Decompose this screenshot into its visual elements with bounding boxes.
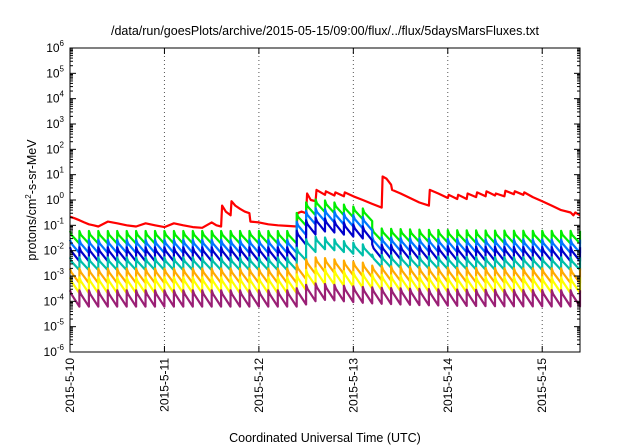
y-axis: 10-6 10-5 10-4 10-3 10-2 10-1 100 101 102 103 104 1… <box>44 39 580 359</box>
y-tick-label-4: 10-2 <box>44 242 65 258</box>
series-group <box>68 175 582 308</box>
x-tick-label-5: 2015-5-15 <box>535 358 549 413</box>
series-line-0 <box>69 175 581 229</box>
y-tick-label-9: 103 <box>46 115 64 131</box>
y-tick-label-2: 10-4 <box>44 292 65 308</box>
y-tick-label-7: 101 <box>46 166 64 182</box>
y-axis-label-suffix: -s-sr-MeV <box>25 139 39 195</box>
y-tick-label-5: 10-1 <box>44 216 65 232</box>
y-tick-label-0: 10-6 <box>44 343 65 359</box>
y-tick-label-1: 10-5 <box>44 318 65 334</box>
y-tick-label-11: 105 <box>46 64 64 80</box>
y-tick-label-6: 100 <box>46 191 64 207</box>
x-tick-label-2: 2015-5-12 <box>252 358 266 413</box>
x-tick-label-1: 2015-5-11 <box>157 358 171 412</box>
y-tick-label-3: 10-3 <box>44 267 65 283</box>
chart-title: /data/run/goesPlots/archive/2015-05-15/0… <box>111 24 540 38</box>
series-line-5 <box>68 256 582 285</box>
x-tick-label-0: 2015-5-10 <box>63 358 77 413</box>
y-axis-label-prefix: protons/cm <box>25 199 39 261</box>
series-line-6 <box>68 267 582 295</box>
y-tick-label-10: 104 <box>46 90 64 106</box>
gridlines <box>163 48 543 352</box>
series-line-7 <box>68 282 582 308</box>
y-tick-label-8: 102 <box>46 140 64 156</box>
x-axis: 2015-5-10 2015-5-11 2015-5-12 2015-5-13 2015… <box>63 48 549 413</box>
x-axis-label: Coordinated Universal Time (UTC) <box>229 431 421 445</box>
y-axis-label-sup: 2 <box>24 194 33 199</box>
series-line-1 <box>68 198 582 245</box>
y-axis-label: protons/cm2-s-sr-MeV <box>24 139 39 261</box>
series-line-4 <box>68 235 582 272</box>
y-tick-label-12: 106 <box>46 39 64 55</box>
x-tick-label-4: 2015-5-14 <box>441 358 455 413</box>
series-line-3 <box>68 216 582 263</box>
x-tick-label-3: 2015-5-13 <box>346 358 360 413</box>
series-line-2 <box>68 207 582 255</box>
